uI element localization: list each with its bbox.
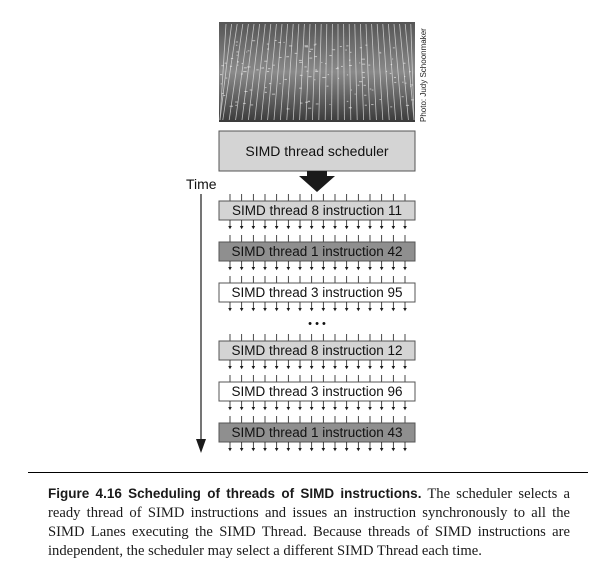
loom-photo [219, 22, 415, 122]
lane-input-ticks [229, 194, 406, 201]
scheduling-figure: Photo: Judy Schoonmaker SIMD thread sche… [186, 22, 428, 453]
lane-output-arrows [228, 261, 407, 271]
instruction-label: SIMD thread 8 instruction 12 [231, 343, 402, 358]
photo-credit: Photo: Judy Schoonmaker [419, 28, 428, 122]
instruction-box [218, 422, 416, 443]
scheduler-box [218, 130, 416, 172]
caption-title: Figure 4.16 Scheduling of threads of SIM… [48, 486, 422, 501]
instruction-label: SIMD thread 3 instruction 95 [231, 285, 402, 300]
lane-input-ticks [229, 375, 406, 382]
instruction-label: SIMD thread 3 instruction 96 [231, 384, 402, 399]
caption-rule [28, 472, 588, 473]
lane-input-ticks [229, 334, 406, 341]
instruction-rows: SIMD thread 8 instruction 11 SIMD thread … [218, 194, 416, 452]
lane-output-arrows [228, 401, 407, 411]
instruction-label: SIMD thread 1 instruction 42 [231, 244, 402, 259]
time-label: Time [186, 176, 217, 192]
lane-input-ticks [229, 235, 406, 242]
instruction-box [218, 381, 416, 402]
lane-output-arrows [228, 302, 407, 312]
instruction-label: SIMD thread 1 instruction 43 [231, 425, 402, 440]
lane-output-arrows [228, 220, 407, 230]
ellipsis: • • • [308, 318, 326, 330]
figure-caption: Figure 4.16 Scheduling of threads of SIM… [48, 484, 570, 561]
scheduler-arrow [299, 171, 335, 192]
scheduler-label: SIMD thread scheduler [245, 143, 389, 159]
instruction-box [218, 200, 416, 221]
instruction-label: SIMD thread 8 instruction 11 [232, 203, 402, 218]
instruction-box [218, 241, 416, 262]
lane-input-ticks [229, 276, 406, 283]
lane-input-ticks [229, 416, 406, 423]
time-axis-arrowhead [196, 439, 206, 453]
instruction-box [218, 340, 416, 361]
instruction-box [218, 282, 416, 303]
lane-output-arrows [228, 442, 407, 452]
caption-body: The scheduler selects a ready thread of … [48, 486, 570, 559]
lane-output-arrows [228, 360, 407, 370]
